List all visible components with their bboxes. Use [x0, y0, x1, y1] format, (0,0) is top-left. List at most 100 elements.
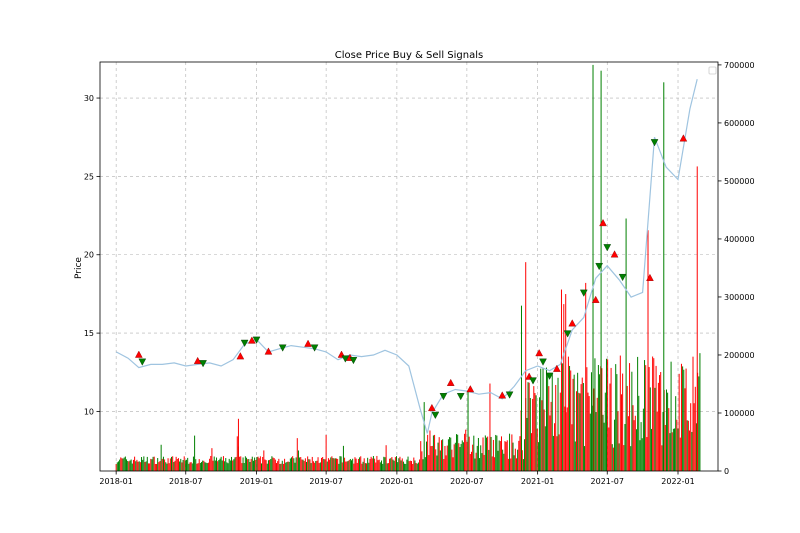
volume-bar	[410, 461, 412, 471]
volume-bar	[256, 457, 258, 471]
volume-bar	[454, 442, 456, 471]
volume-bar	[337, 458, 339, 471]
volume-bar	[476, 445, 478, 471]
volume-bar	[334, 458, 336, 471]
volume-bar	[419, 459, 421, 471]
volume-bar	[392, 459, 394, 471]
volume-bar	[511, 434, 513, 471]
volume-bar	[460, 443, 462, 471]
volume-bar	[351, 460, 353, 471]
price-layer	[115, 79, 698, 434]
volume-bar	[573, 374, 575, 471]
volume-bar	[540, 368, 542, 471]
volume-bar	[487, 436, 489, 471]
volume-bar	[342, 445, 344, 471]
volume-bar	[288, 461, 290, 471]
volume-bar	[645, 365, 647, 471]
volume-bar	[356, 462, 358, 471]
volume-bar	[176, 458, 178, 471]
volume-bar	[336, 458, 338, 471]
volume-bar	[567, 356, 569, 471]
volume-bar	[539, 397, 541, 471]
volume-bar	[174, 460, 176, 471]
volume-bar	[284, 458, 286, 471]
volume-bar	[570, 370, 572, 471]
volume-bar	[575, 391, 577, 471]
volume-bar	[563, 304, 565, 471]
buy-signal-marker	[304, 339, 312, 347]
volume-bar	[464, 433, 466, 471]
volume-bar	[280, 463, 282, 471]
volume-bar	[665, 389, 667, 471]
volume-bar	[422, 459, 424, 471]
volume-bar	[695, 423, 697, 471]
volume-bar	[483, 454, 485, 471]
volume-bar	[672, 428, 674, 471]
volume-bar	[192, 456, 194, 471]
volume-bar	[399, 456, 401, 471]
volume-bar	[569, 365, 571, 471]
volume-bar	[216, 457, 218, 471]
volume-bar	[682, 366, 684, 471]
y-right-tick-label: 400000	[724, 235, 755, 244]
volume-bar	[632, 405, 634, 471]
volume-bar	[423, 402, 425, 471]
volume-bar	[277, 461, 279, 471]
volume-bar	[608, 427, 610, 471]
sell-signal-marker	[341, 355, 350, 363]
volume-bar	[127, 461, 129, 471]
volume-bar	[367, 457, 369, 471]
volume-bar	[259, 456, 261, 471]
volume-bar	[557, 377, 559, 471]
volume-bar	[141, 457, 143, 471]
y-axis-label: Price	[74, 257, 84, 279]
volume-bar	[137, 461, 139, 471]
sell-signal-marker	[349, 357, 358, 365]
volume-bar	[532, 398, 534, 471]
sell-signal-marker	[439, 393, 448, 401]
volume-bar	[699, 353, 701, 471]
volume-bar	[535, 395, 537, 471]
volume-bar	[599, 374, 601, 471]
volume-bar	[364, 463, 366, 471]
volume-bar	[620, 394, 622, 471]
volume-bar	[158, 462, 160, 471]
sell-signal-marker	[505, 391, 514, 399]
volume-bar	[474, 458, 476, 471]
x-tick-label: 2021-07	[591, 477, 624, 486]
volume-bar	[172, 456, 174, 471]
volume-bar	[502, 449, 504, 471]
buy-signal-marker	[599, 218, 607, 227]
volume-bar	[648, 367, 650, 471]
volume-bar	[490, 436, 492, 471]
volume-bar	[660, 372, 662, 471]
volume-bar	[306, 461, 308, 471]
volume-bar	[465, 429, 467, 471]
volume-bar	[151, 459, 153, 471]
volume-bar	[420, 441, 422, 471]
volume-bar	[323, 458, 325, 471]
volume-bar	[491, 456, 493, 471]
volume-bar-spike	[600, 70, 602, 472]
volume-bar	[393, 460, 395, 471]
volume-bar	[344, 457, 346, 471]
volume-bar	[492, 439, 494, 471]
volume-bar	[136, 459, 138, 471]
volume-bar	[519, 436, 521, 471]
volume-bar	[680, 363, 682, 471]
volume-bar	[359, 457, 361, 471]
volume-bar	[291, 457, 293, 471]
volume-bar	[263, 450, 265, 471]
volume-bar	[221, 460, 223, 471]
volume-bar	[693, 403, 695, 471]
volume-bar	[213, 456, 215, 471]
volume-bar	[372, 456, 374, 471]
x-tick-label: 2018-07	[169, 477, 202, 486]
volume-bar	[524, 439, 526, 471]
volume-bar	[588, 396, 590, 471]
sell-signal-marker	[650, 139, 659, 147]
volume-bar	[634, 415, 636, 471]
volume-bar	[498, 440, 500, 471]
volume-bar	[131, 463, 133, 471]
plot-frame	[99, 61, 719, 472]
